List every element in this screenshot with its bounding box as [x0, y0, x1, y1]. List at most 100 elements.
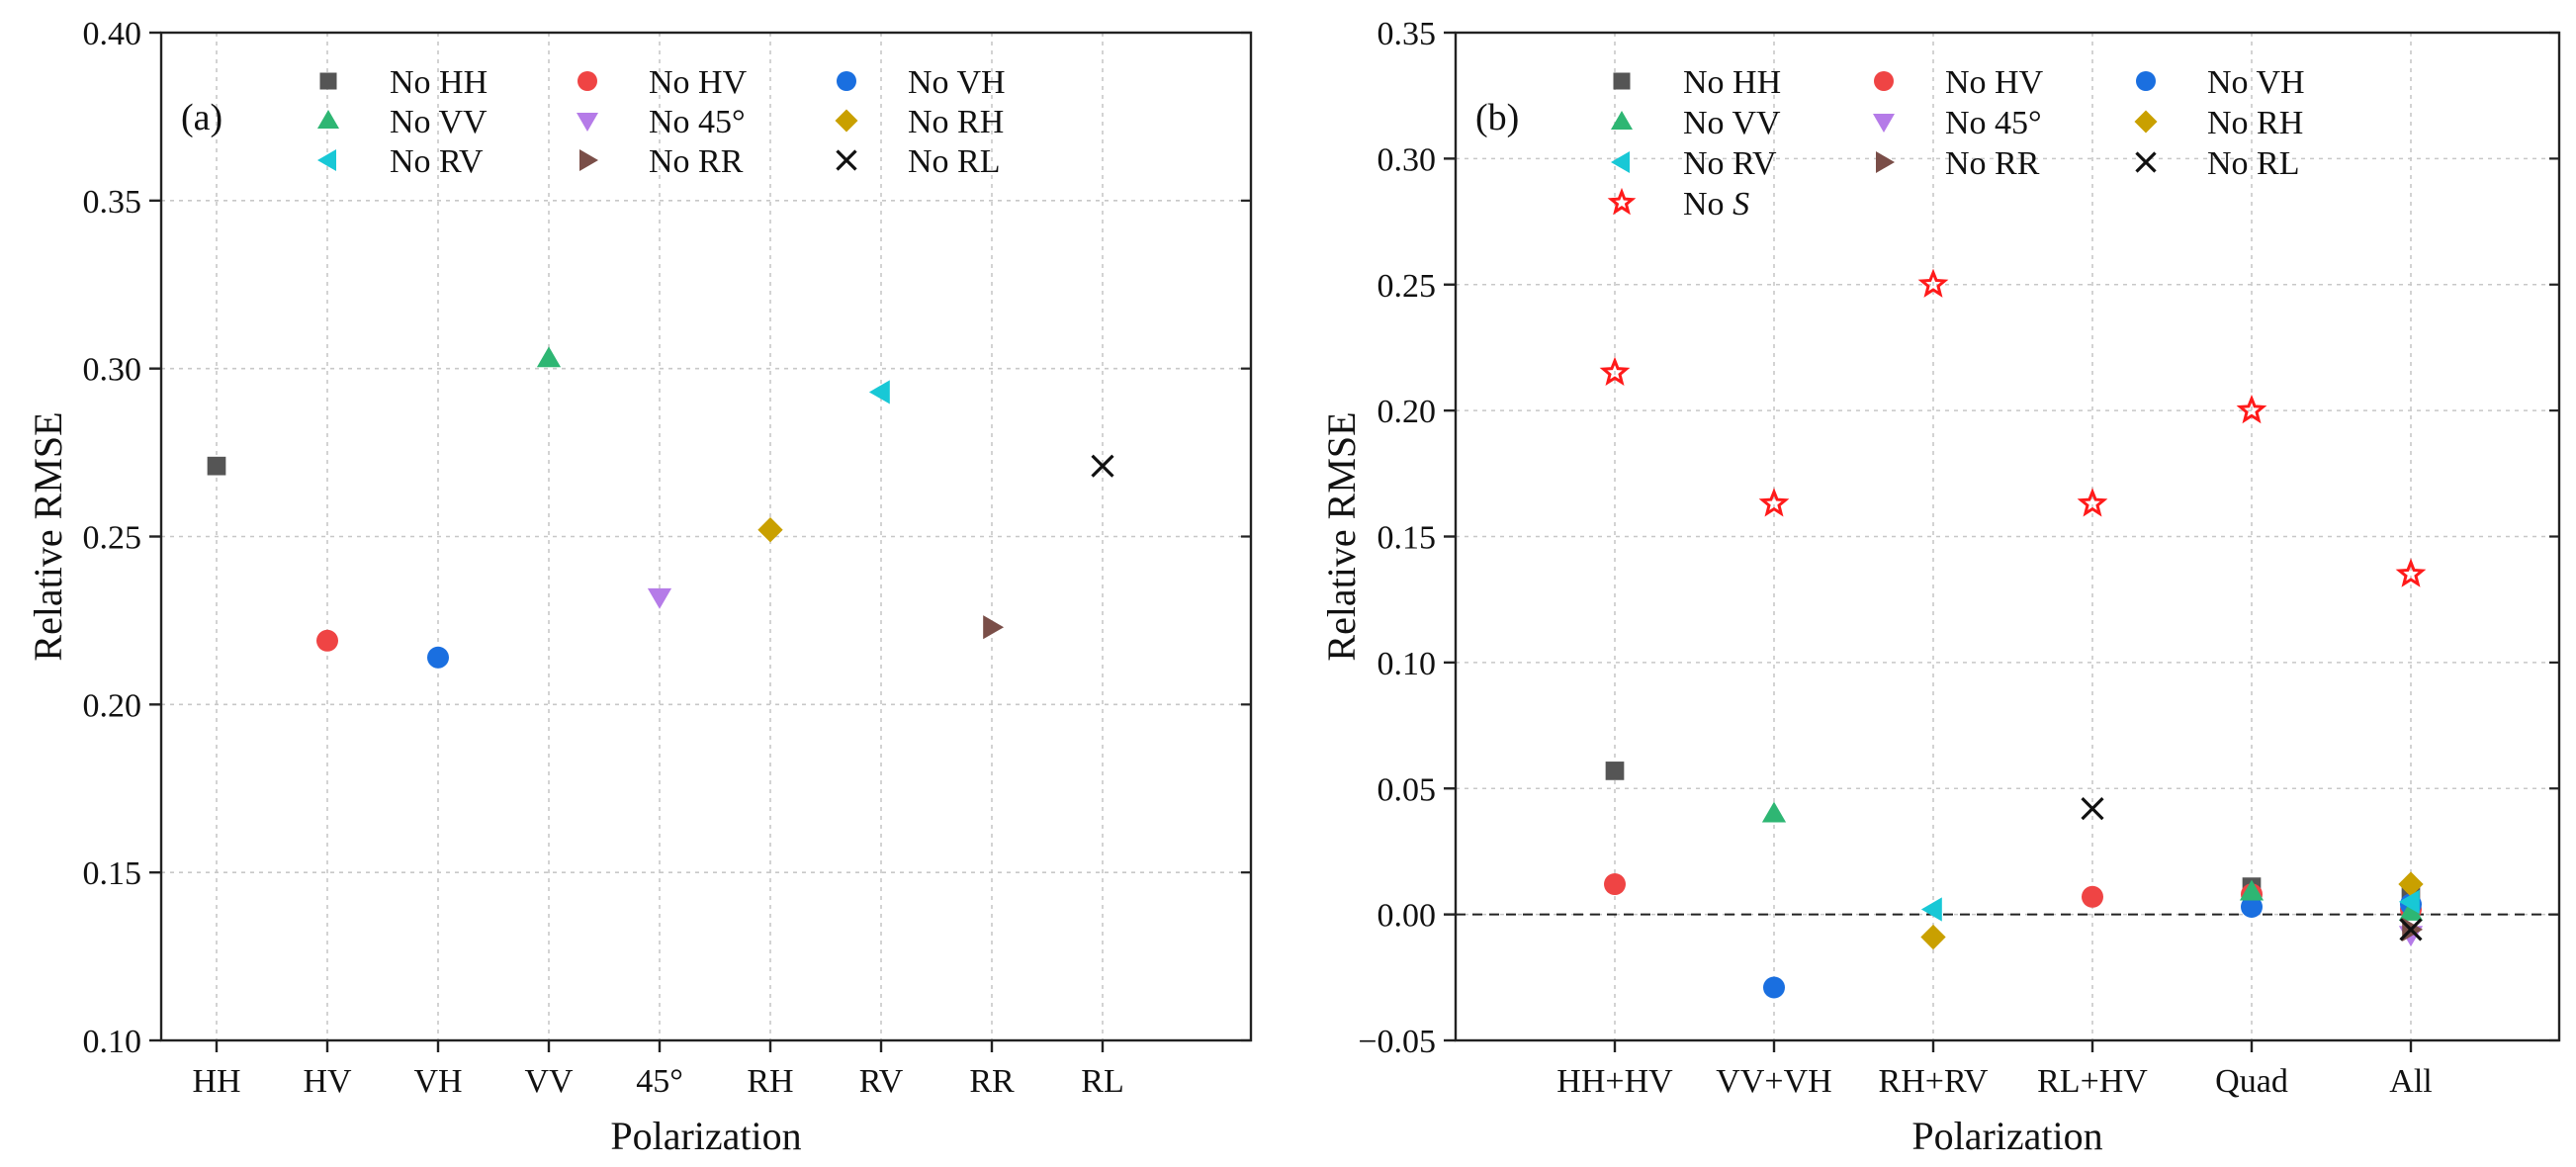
legend-label-no-rv: No RV: [1683, 145, 1777, 182]
y-tick-label: 0.15: [1377, 520, 1437, 557]
legend-marker-no-rl: [2135, 151, 2157, 173]
data-point-no-s-hh-plus-hv: [1599, 356, 1631, 386]
y-axis-title: Relative RMSE: [1319, 411, 1364, 661]
x-tick-label-rl-plus-hv: RL+HV: [2037, 1063, 2148, 1100]
legend-marker-no-hv: [577, 71, 597, 91]
data-point-no-hv-hh-plus-hv: [1604, 873, 1626, 896]
data-point-no-45deg-45deg: [647, 587, 672, 609]
panel-label: (a): [181, 97, 222, 138]
data-point-no-s-all: [2395, 558, 2427, 587]
data-point-no-s-rl-plus-hv: [2077, 488, 2108, 517]
x-tick-label-rl: RL: [1081, 1063, 1123, 1100]
x-tick-label-45deg: 45°: [636, 1063, 683, 1100]
data-point-no-vv-all: [2398, 899, 2424, 921]
chart-panel-b: −0.05 0.00 0.05 0.10 0.15 0.20 0.25 0.30 0.35 HH+…: [1319, 16, 2561, 1158]
x-tick-label-vv: VV: [524, 1063, 574, 1100]
data-point-no-s-quad: [2236, 394, 2267, 424]
legend-label-no-hh: No HH: [1683, 64, 1781, 101]
legend-marker-no-rh: [2134, 110, 2158, 134]
y-tick-label: 0.20: [83, 687, 142, 724]
y-tick-label: 0.25: [1377, 268, 1437, 305]
legend-marker-no-vh: [837, 71, 856, 91]
legend-marker-no-vv: [317, 110, 339, 129]
y-tick-label: 0.05: [1377, 771, 1437, 808]
legend-marker-no-rl: [836, 149, 857, 171]
legend-label-no-vv: No VV: [1683, 105, 1781, 141]
legend-label-no-45deg: No 45°: [649, 104, 746, 140]
data-point-no-rh-all: [2398, 871, 2424, 897]
legend-marker-no-45deg: [1873, 114, 1895, 133]
legend-marker-no-hh: [1613, 72, 1631, 90]
data-point-no-s-vv-plus-vh: [1758, 488, 1790, 517]
x-tick-label-vv-plus-vh: VV+VH: [1716, 1063, 1831, 1100]
legend-label-no-rl: No RL: [908, 143, 1001, 180]
legend-label-no-rr: No RR: [649, 143, 744, 180]
data-point-no-hh-hh: [207, 456, 226, 476]
y-tick-label: 0.40: [83, 16, 142, 52]
legend-label-no-rl: No RL: [2207, 145, 2300, 182]
data-point-no-rl-rl-plus-hv: [2081, 797, 2104, 821]
x-tick-label-quad: Quad: [2215, 1063, 2288, 1100]
legend-label-no-vh: No VH: [2207, 64, 2305, 101]
data-point-no-vh-vv-plus-vh: [1763, 976, 1785, 999]
legend-label-no-rv: No RV: [390, 143, 484, 180]
chart-panel-a: 0.10 0.15 0.20 0.25 0.30 0.35 0.40 HH HV VH VV 45° R…: [26, 16, 1253, 1158]
y-tick-label: 0.30: [1377, 141, 1437, 178]
legend-marker-no-s: [1607, 187, 1637, 216]
data-point-no-rv-rh-plus-rv: [1920, 897, 1942, 922]
y-tick-label: 0.20: [1377, 394, 1437, 430]
legend-marker-no-vh: [2136, 71, 2156, 91]
data-point-no-hh-hh-plus-hv: [1605, 762, 1625, 780]
legend-marker-no-hh: [319, 72, 337, 90]
y-tick-label: 0.25: [83, 520, 142, 557]
data-point-no-vh-vh: [427, 646, 449, 669]
x-tick-label-all: All: [2389, 1063, 2432, 1100]
legend-label-no-hv: No HV: [649, 64, 748, 101]
data-point-no-rl-all: [2399, 918, 2423, 942]
legend-marker-no-rv: [1611, 151, 1630, 173]
x-tick-label-hh: HH: [192, 1063, 240, 1100]
data-point-no-rh-rh-plus-rv: [1920, 924, 1946, 950]
legend-marker-no-rr: [1876, 151, 1895, 173]
legend-label-no-hh: No HH: [390, 64, 488, 101]
legend-marker-no-rr: [579, 149, 598, 171]
y-tick-label: 0.35: [83, 184, 142, 221]
legend-label-no-rh: No RH: [908, 104, 1004, 140]
legend-label-no-vh: No VH: [908, 64, 1006, 101]
legend-label-no-rr: No RR: [1945, 145, 2040, 182]
x-tick-label-hv: HV: [303, 1063, 352, 1100]
legend-marker-no-rh: [835, 109, 858, 133]
data-point-no-vv-vv-plus-vh: [1761, 801, 1787, 823]
data-point-no-vv-quad: [2239, 879, 2265, 901]
legend-label-no-hv: No HV: [1945, 64, 2044, 101]
data-point-no-rv-all: [2398, 889, 2420, 914]
data-point-no-rl-rl: [1091, 454, 1114, 478]
y-tick-label: −0.05: [1358, 1024, 1436, 1060]
legend-marker-no-vv: [1611, 111, 1633, 130]
y-tick-label: 0.15: [83, 855, 142, 892]
data-point-no-s-rh-plus-rv: [1917, 268, 1949, 298]
x-axis-title: Polarization: [1911, 1114, 2102, 1158]
x-tick-label-rh: RH: [747, 1063, 793, 1100]
x-tick-label-rv: RV: [859, 1063, 904, 1100]
y-tick-label: 0.10: [1377, 646, 1437, 682]
y-tick-label: 0.00: [1377, 898, 1437, 935]
legend-label-no-rh: No RH: [2207, 105, 2303, 141]
data-point-no-vh-quad: [2241, 895, 2263, 918]
legend-label-no-s: No S: [1683, 186, 1749, 223]
legend-label-no-vv: No VV: [390, 104, 488, 140]
legend-label-no-45deg: No 45°: [1945, 105, 2042, 141]
legend-marker-no-rv: [317, 149, 336, 171]
x-tick-label-rr: RR: [969, 1063, 1015, 1100]
y-tick-label: 0.30: [83, 352, 142, 389]
data-point-no-rv-rv: [868, 380, 890, 404]
x-tick-label-rh-plus-rv: RH+RV: [1879, 1063, 1989, 1100]
data-point-no-vv-vv: [536, 346, 562, 368]
x-tick-label-hh-plus-hv: HH+HV: [1556, 1063, 1673, 1100]
y-tick-label: 0.35: [1377, 16, 1437, 52]
legend-marker-no-45deg: [577, 113, 598, 132]
x-tick-label-vh: VH: [413, 1063, 462, 1100]
y-axis-title: Relative RMSE: [26, 411, 70, 661]
data-point-no-rr-rr: [983, 615, 1005, 640]
